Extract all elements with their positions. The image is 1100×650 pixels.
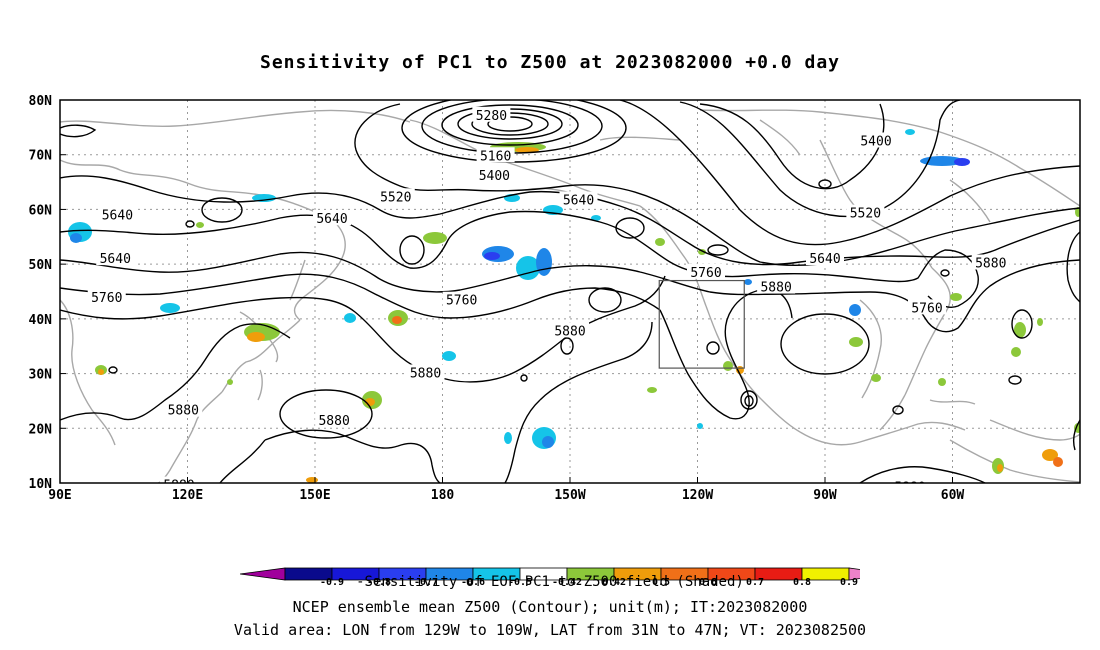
- colorbar-tick-label: -0.42: [552, 577, 582, 586]
- colorbar-tick-label: 0.7: [746, 577, 764, 586]
- contour-label: 5520: [850, 207, 881, 222]
- contour-label: 5760: [446, 294, 477, 309]
- lat-tick-label: 80N: [29, 94, 53, 109]
- contour-label: 5880: [894, 480, 925, 495]
- contour-label-bg: [376, 188, 415, 204]
- contour-label-bg: [806, 250, 844, 266]
- contour-label-bg: [971, 254, 1010, 270]
- contour-label: 5520: [380, 190, 411, 205]
- colorbar-end-high: [848, 567, 860, 581]
- lon-tick-label: 120W: [682, 488, 713, 503]
- contour-label-bg: [313, 210, 351, 226]
- contour-label: 5760: [911, 301, 942, 316]
- contour-label: 5880: [318, 414, 349, 429]
- lon-tick-label: 60W: [941, 488, 965, 503]
- lon-tick-label: 90W: [813, 488, 837, 503]
- lon-tick-label: 180: [431, 488, 455, 503]
- caption-shading: -Sensitivity of EOF PC1 to Z500 field (S…: [356, 574, 744, 590]
- caption-valid-area: Valid area: LON from 129W to 109W, LAT f…: [233, 621, 867, 639]
- contour-label-bg: [164, 401, 203, 417]
- contour-label-bg: [160, 476, 198, 483]
- contour-label: 5400: [479, 169, 510, 184]
- lat-tick-label: 10N: [29, 477, 53, 492]
- contour-label: 5760: [91, 291, 122, 306]
- contour-label: 5640: [809, 252, 840, 267]
- contour-label: 5640: [563, 194, 594, 209]
- contour-label-bg: [98, 206, 137, 222]
- lat-tick-label: 40N: [29, 313, 53, 328]
- valid-area-box: [658, 279, 745, 369]
- colorbar-tick-label: 0.42: [602, 577, 626, 586]
- contour-label: 5880: [760, 281, 791, 296]
- colorbar-tick-label: -0.6: [461, 577, 485, 586]
- lon-tick-label: 150W: [554, 488, 585, 503]
- coastlines: [60, 109, 1080, 483]
- contour-label: 5640: [102, 208, 133, 223]
- contour-label: 5880: [163, 479, 194, 494]
- lat-tick-label: 50N: [29, 258, 53, 273]
- contour-label-bg: [891, 478, 929, 483]
- contour-label-bg: [551, 322, 589, 338]
- lat-tick-label: 30N: [29, 368, 53, 383]
- colorbar-tick-label: 0.8: [793, 577, 811, 586]
- contour-label-bg: [406, 364, 445, 380]
- sensitivity-shading: [68, 129, 1080, 483]
- colorbar-tick-label: 0.5: [652, 577, 670, 586]
- colorbar-tick-label: -0.9: [320, 577, 344, 586]
- lon-tick-label: 150E: [299, 488, 330, 503]
- colorbar: -0.9 -0.8 -0.7 -0.6 -0.5 -0.42 0.42 0.5 0.6 0.7 0.…: [240, 567, 860, 586]
- contour-label: 5760: [690, 266, 721, 281]
- contour-label: 5880: [410, 366, 441, 381]
- contour-label-bg: [475, 166, 514, 182]
- contour-label: 5640: [100, 252, 131, 267]
- contour-label-bg: [908, 299, 946, 315]
- contour-label-bg: [757, 278, 796, 294]
- colorbar-tick-label: 0.6: [699, 577, 717, 586]
- colorbar-tick-label: -0.7: [414, 577, 438, 586]
- contour-label-bg: [559, 191, 598, 207]
- contour-label: 5640: [316, 212, 347, 227]
- lat-tick-label: 60N: [29, 203, 53, 218]
- contour-label-bg: [442, 291, 481, 307]
- contour-label-bg: [472, 106, 511, 122]
- contour-label: 5160: [480, 149, 511, 164]
- contour-label-bg: [87, 288, 126, 304]
- contour-label: 5880: [554, 324, 585, 339]
- contour-label-bg: [687, 263, 725, 279]
- contour-label: 5400: [860, 134, 891, 149]
- contour-label-bg: [857, 132, 895, 148]
- lon-tick-label: 90E: [48, 488, 71, 503]
- contour-label-bg: [476, 147, 515, 163]
- contour-label-bg: [846, 204, 885, 220]
- lat-tick-label: 70N: [29, 149, 53, 164]
- caption-contour: NCEP ensemble mean Z500 (Contour); unit(…: [292, 598, 808, 616]
- contour-label: 5880: [168, 404, 199, 419]
- lon-tick-label: 120E: [172, 488, 203, 503]
- lat-tick-label: 20N: [29, 422, 53, 437]
- contour-label-bg: [315, 412, 354, 428]
- contour-label: 5280: [476, 109, 507, 124]
- colorbar-tick-label: -0.8: [367, 577, 391, 586]
- contour-label: 5880: [975, 257, 1006, 272]
- colorbar-tick-label: -0.5: [508, 577, 532, 586]
- contour-label-bg: [96, 250, 135, 266]
- colorbar-tick-label: 0.9: [840, 577, 858, 586]
- map-title: Sensitivity of PC1 to Z500 at 2023082000…: [259, 52, 840, 73]
